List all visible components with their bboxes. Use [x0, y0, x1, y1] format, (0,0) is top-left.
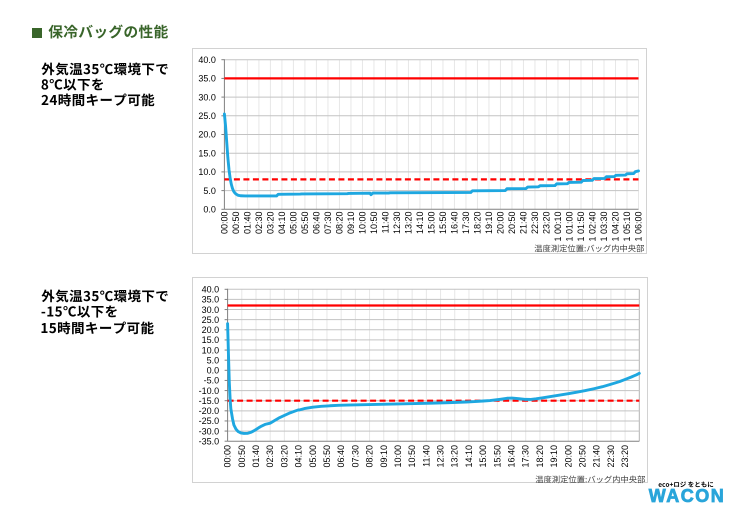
svg-text:01:40: 01:40 [242, 212, 252, 235]
svg-text:07:30: 07:30 [350, 445, 360, 468]
svg-text:11:40: 11:40 [421, 445, 431, 467]
svg-text:05:50: 05:50 [300, 212, 310, 235]
svg-text:40.0: 40.0 [202, 285, 220, 295]
svg-text:06:40: 06:40 [336, 445, 346, 468]
svg-text:04:10: 04:10 [277, 212, 287, 235]
svg-text:21:40: 21:40 [592, 445, 602, 468]
svg-text:10:00: 10:00 [393, 445, 403, 468]
svg-text:15:00: 15:00 [478, 445, 488, 468]
svg-text:00:50: 00:50 [231, 212, 241, 235]
svg-text:08:20: 08:20 [365, 445, 375, 468]
svg-text:05:50: 05:50 [322, 445, 332, 468]
svg-text:30.0: 30.0 [198, 92, 216, 102]
svg-text:35.0: 35.0 [202, 295, 220, 305]
svg-text:02:30: 02:30 [254, 212, 264, 235]
svg-text:11:40: 11:40 [380, 212, 390, 234]
svg-text:08:20: 08:20 [334, 212, 344, 235]
svg-text:20:00: 20:00 [563, 445, 573, 468]
svg-text:15.0: 15.0 [202, 335, 220, 345]
svg-text:20:50: 20:50 [578, 445, 588, 468]
svg-text:17:30: 17:30 [521, 445, 531, 468]
svg-text:40.0: 40.0 [198, 55, 216, 65]
svg-text:19:10: 19:10 [484, 212, 494, 235]
svg-text:-25.0: -25.0 [199, 416, 220, 426]
svg-text:05:00: 05:00 [308, 445, 318, 468]
svg-text:5.0: 5.0 [203, 186, 216, 196]
svg-text:25.0: 25.0 [202, 315, 220, 325]
svg-text:07:30: 07:30 [323, 212, 333, 235]
svg-text:35.0: 35.0 [198, 74, 216, 84]
svg-text:-20.0: -20.0 [199, 406, 220, 416]
svg-text:15:50: 15:50 [438, 212, 448, 235]
svg-text:10.0: 10.0 [202, 345, 220, 355]
svg-text:22:30: 22:30 [530, 212, 540, 235]
svg-text:1 00:10: 1 00:10 [553, 212, 563, 242]
svg-text:1 01:50: 1 01:50 [576, 212, 586, 242]
svg-text:1 02:40: 1 02:40 [587, 212, 597, 242]
svg-text:14:10: 14:10 [415, 212, 425, 235]
svg-text:00:00: 00:00 [223, 445, 233, 468]
svg-text:18:20: 18:20 [472, 212, 482, 235]
svg-text:03:20: 03:20 [265, 212, 275, 235]
svg-text:09:10: 09:10 [379, 445, 389, 468]
svg-text:05:00: 05:00 [288, 212, 298, 235]
svg-text:-5.0: -5.0 [204, 376, 220, 386]
svg-text:02:30: 02:30 [265, 445, 275, 468]
svg-text:10:00: 10:00 [357, 212, 367, 235]
svg-text:14:10: 14:10 [464, 445, 474, 468]
svg-text:10.0: 10.0 [198, 167, 216, 177]
svg-text:22:30: 22:30 [606, 445, 616, 468]
svg-text:20:50: 20:50 [507, 212, 517, 235]
svg-text:-15.0: -15.0 [199, 396, 220, 406]
svg-text:-35.0: -35.0 [199, 436, 220, 446]
svg-text:10:50: 10:50 [369, 212, 379, 235]
svg-text:30.0: 30.0 [202, 305, 220, 315]
svg-text:18:20: 18:20 [535, 445, 545, 468]
svg-text:13:20: 13:20 [403, 212, 413, 235]
svg-text:25.0: 25.0 [198, 111, 216, 121]
svg-text:5.0: 5.0 [207, 355, 220, 365]
svg-text:20:00: 20:00 [495, 212, 505, 235]
svg-text:-30.0: -30.0 [199, 426, 220, 436]
svg-text:15.0: 15.0 [198, 148, 216, 158]
svg-text:01:40: 01:40 [251, 445, 261, 468]
svg-text:20.0: 20.0 [202, 325, 220, 335]
svg-text:17:30: 17:30 [461, 212, 471, 235]
svg-text:21:40: 21:40 [518, 212, 528, 235]
svg-text:23:20: 23:20 [541, 212, 551, 235]
svg-text:1 05:10: 1 05:10 [622, 212, 632, 242]
svg-text:06:40: 06:40 [311, 212, 321, 235]
svg-text:0.0: 0.0 [203, 205, 216, 215]
svg-text:16:40: 16:40 [507, 445, 517, 468]
svg-text:15:00: 15:00 [426, 212, 436, 235]
svg-text:04:10: 04:10 [294, 445, 304, 468]
svg-text:09:10: 09:10 [346, 212, 356, 235]
svg-text:00:50: 00:50 [237, 445, 247, 468]
svg-text:1 03:30: 1 03:30 [599, 212, 609, 242]
svg-text:19:10: 19:10 [549, 445, 559, 468]
svg-text:-10.0: -10.0 [199, 386, 220, 396]
svg-text:0.0: 0.0 [207, 366, 220, 376]
svg-text:23:20: 23:20 [620, 445, 630, 468]
svg-text:10:50: 10:50 [407, 445, 417, 468]
svg-text:12:30: 12:30 [436, 445, 446, 468]
svg-text:12:30: 12:30 [392, 212, 402, 235]
svg-text:00:00: 00:00 [219, 212, 229, 235]
svg-text:20.0: 20.0 [198, 130, 216, 140]
svg-text:15:50: 15:50 [492, 445, 502, 468]
svg-text:1 04:20: 1 04:20 [610, 212, 620, 242]
svg-text:1 01:00: 1 01:00 [564, 212, 574, 242]
svg-text:1 06:00: 1 06:00 [634, 212, 644, 242]
svg-text:13:20: 13:20 [450, 445, 460, 468]
svg-text:03:20: 03:20 [279, 445, 289, 468]
svg-text:16:40: 16:40 [449, 212, 459, 235]
